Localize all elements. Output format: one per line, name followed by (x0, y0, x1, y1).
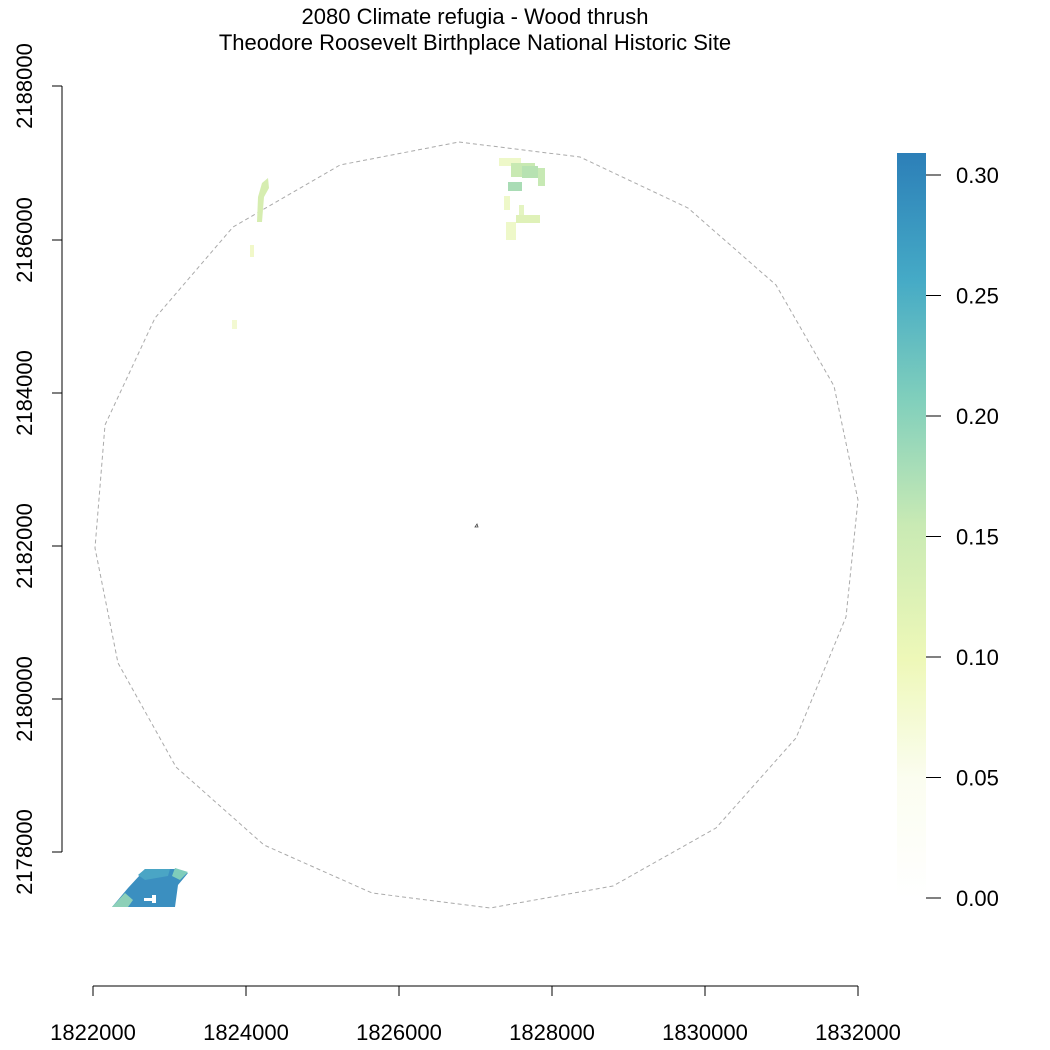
legend-colorbar (897, 153, 926, 898)
north-patch (499, 158, 545, 240)
legend-tick-label: 0.15 (956, 525, 999, 550)
y-tick-label: 2186000 (12, 197, 37, 283)
northwest-strip (257, 178, 269, 222)
park-buffer-boundary (94, 141, 859, 909)
map-title: 2080 Climate refugia - Wood thrush (301, 4, 649, 29)
x-tick-label: 1822000 (50, 1020, 136, 1045)
x-tick-label: 1830000 (662, 1020, 748, 1045)
y-tick-label: 2182000 (12, 503, 37, 589)
y-tick-label: 2178000 (12, 809, 37, 895)
legend-tick-label: 0.00 (956, 886, 999, 911)
title-block: 2080 Climate refugia - Wood thrush Theod… (0, 4, 950, 56)
y-tick-label: 2184000 (12, 350, 37, 436)
legend-tick-label: 0.20 (956, 404, 999, 429)
legend: 0.00 0.05 0.10 0.15 0.20 0.25 0.30 (897, 153, 999, 911)
x-tick-label: 1828000 (509, 1020, 595, 1045)
refugia-patches (112, 158, 545, 907)
y-tick-label: 2180000 (12, 656, 37, 742)
legend-tick-label: 0.05 (956, 766, 999, 791)
park-location-marker (474, 523, 479, 528)
legend-tick-label: 0.30 (956, 163, 999, 188)
x-tick-label: 1826000 (356, 1020, 442, 1045)
x-tick-label: 1832000 (815, 1020, 901, 1045)
y-axis: 2178000 2180000 2182000 2184000 2186000 21880… (12, 43, 63, 895)
southwest-patch (112, 869, 188, 907)
y-tick-label: 2188000 (12, 43, 37, 129)
legend-tick-label: 0.10 (956, 645, 999, 670)
x-axis: 1822000 1824000 1826000 1828000 1830000 18320… (50, 985, 901, 1045)
legend-tick-label: 0.25 (956, 284, 999, 309)
map-subtitle: Theodore Roosevelt Birthplace National H… (218, 30, 732, 55)
x-tick-label: 1824000 (203, 1020, 289, 1045)
